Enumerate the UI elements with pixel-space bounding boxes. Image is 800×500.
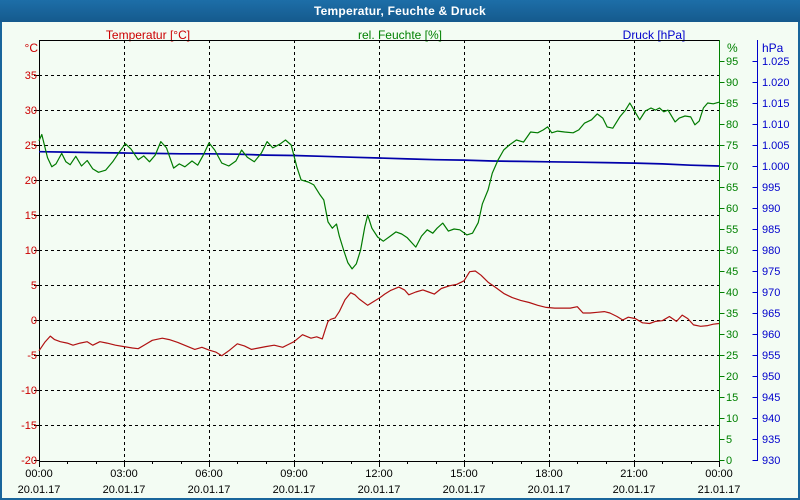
time-tick-label: 09:00 [280, 468, 308, 480]
pressure-tick-label: 945 [762, 392, 780, 404]
pressure-axis: 1.025 1.020 1.015 1.010 1.005 1.000 995 990 985 9… [752, 40, 790, 467]
temperature-tick-label: 10 [25, 245, 37, 257]
humidity-tick-label: 80 [726, 119, 738, 131]
time-axis: 00:00 20.01.17 03:00 20.01.17 06:00 20.01.17 0… [18, 461, 741, 496]
pressure-tick-label: 930 [762, 455, 780, 467]
time-tick-label: 06:00 [195, 468, 223, 480]
humidity-tick-label: 30 [726, 329, 738, 341]
time-tick-label: 18:00 [535, 468, 563, 480]
time-tick-label: 03:00 [110, 468, 138, 480]
date-tick-label: 20.01.17 [358, 484, 401, 496]
humidity-tick-label: 10 [726, 413, 738, 425]
pressure-tick-label: 980 [762, 245, 780, 257]
pressure-tick-label: 1.020 [762, 77, 790, 89]
humidity-tick-label: 25 [726, 350, 738, 362]
date-tick-label: 20.01.17 [528, 484, 571, 496]
humidity-series-line [38, 101, 720, 270]
humidity-tick-label: 50 [726, 245, 738, 257]
pressure-axis-unit: hPa [762, 41, 784, 55]
pressure-tick-label: 950 [762, 371, 780, 383]
humidity-tick-label: 75 [726, 140, 738, 152]
page-title: Temperatur, Feuchte & Druck [314, 4, 486, 18]
humidity-tick-label: 5 [726, 434, 732, 446]
humidity-tick-label: 65 [726, 182, 738, 194]
date-tick-label: 20.01.17 [613, 484, 656, 496]
humidity-series-label: rel. Feuchte [%] [357, 28, 443, 42]
temperature-tick-label: 5 [31, 280, 37, 292]
pressure-tick-label: 1.025 [762, 56, 790, 68]
pressure-tick-label: 1.015 [762, 98, 790, 110]
pressure-tick-label: 1.010 [762, 119, 790, 131]
pressure-tick-label: 995 [762, 182, 780, 194]
temperature-tick-label: -20 [21, 455, 37, 467]
pressure-tick-label: 935 [762, 434, 780, 446]
time-tick-label: 12:00 [365, 468, 393, 480]
date-tick-label: 20.01.17 [103, 484, 146, 496]
pressure-tick-label: 985 [762, 224, 780, 236]
time-tick-label: 15:00 [450, 468, 478, 480]
temperature-axis-unit: °C [24, 41, 38, 55]
time-tick-label: 00:00 [705, 468, 733, 480]
temperature-tick-label: 35 [25, 70, 37, 82]
temperature-axis: 35 30 25 20 15 10 5 0 -5 -10 -15 -20 [21, 70, 39, 467]
grid-lines [39, 40, 719, 461]
humidity-tick-label: 40 [726, 287, 738, 299]
humidity-tick-label: 90 [726, 77, 738, 89]
temperature-tick-label: -10 [21, 385, 37, 397]
humidity-tick-label: 0 [726, 455, 732, 467]
humidity-tick-label: 55 [726, 224, 738, 236]
date-tick-label: 20.01.17 [443, 484, 486, 496]
title-bar: Temperatur, Feuchte & Druck [0, 0, 800, 22]
pressure-tick-label: 975 [762, 266, 780, 278]
pressure-tick-label: 965 [762, 308, 780, 320]
pressure-tick-label: 1.005 [762, 140, 790, 152]
temperature-tick-label: 20 [25, 175, 37, 187]
time-tick-label: 21:00 [620, 468, 648, 480]
humidity-tick-label: 70 [726, 161, 738, 173]
humidity-tick-label: 95 [726, 56, 738, 68]
pressure-tick-label: 940 [762, 413, 780, 425]
temperature-tick-label: 0 [31, 315, 37, 327]
pressure-tick-label: 960 [762, 329, 780, 341]
pressure-tick-label: 970 [762, 287, 780, 299]
pressure-tick-label: 955 [762, 350, 780, 362]
time-tick-label: 00:00 [25, 468, 53, 480]
humidity-tick-label: 60 [726, 203, 738, 215]
humidity-tick-label: 15 [726, 392, 738, 404]
temperature-tick-label: 15 [25, 210, 37, 222]
date-tick-label: 20.01.17 [18, 484, 61, 496]
humidity-tick-label: 45 [726, 266, 738, 278]
humidity-axis-unit: % [727, 41, 738, 55]
temperature-tick-label: 30 [25, 105, 37, 117]
date-tick-label: 20.01.17 [188, 484, 231, 496]
temperature-tick-label: -15 [21, 420, 37, 432]
temperature-tick-label: -5 [27, 350, 37, 362]
humidity-tick-label: 35 [726, 308, 738, 320]
humidity-tick-label: 20 [726, 371, 738, 383]
pressure-tick-label: 990 [762, 203, 780, 215]
pressure-series-line [38, 150, 720, 167]
date-tick-label: 20.01.17 [273, 484, 316, 496]
date-tick-label: 21.01.17 [698, 484, 741, 496]
temperature-tick-label: 25 [25, 140, 37, 152]
temperature-series-line [38, 270, 720, 357]
temperature-series-label: Temperatur [°C] [105, 28, 191, 42]
pressure-series-label: Druck [hPa] [622, 28, 686, 42]
pressure-tick-label: 1.000 [762, 161, 790, 173]
humidity-tick-label: 85 [726, 98, 738, 110]
